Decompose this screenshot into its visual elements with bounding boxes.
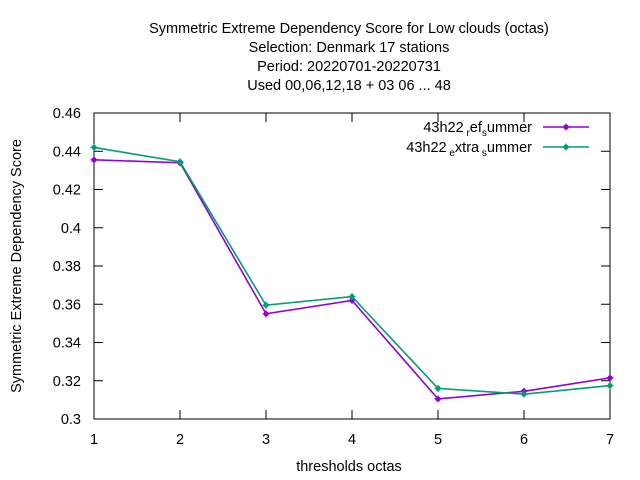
data-point <box>90 156 98 164</box>
y-axis-label: Symmetric Extreme Dependency Score <box>9 139 25 393</box>
x-tick-label: 5 <box>434 432 442 448</box>
data-point <box>176 158 184 166</box>
series-group <box>90 143 614 403</box>
marker-dot <box>435 385 441 391</box>
marker-dot <box>563 124 569 130</box>
data-point <box>606 382 614 390</box>
marker-dot <box>563 144 569 150</box>
series-2 <box>90 143 614 398</box>
data-point <box>262 310 270 318</box>
marker-dot <box>607 382 613 389</box>
legend-label-part: 43h22 <box>423 120 463 136</box>
x-tick-label: 6 <box>520 432 528 448</box>
marker-dot <box>91 144 97 151</box>
x-tick-label: 1 <box>90 432 98 448</box>
chart-title: Symmetric Extreme Dependency Score for L… <box>149 21 549 94</box>
legend-marker <box>562 123 570 131</box>
marker-dot <box>177 159 183 165</box>
x-tick-label: 4 <box>348 432 356 448</box>
legend-label-sub: s <box>479 148 487 159</box>
marker-dot <box>607 375 613 381</box>
legend-label-part: ummer <box>487 120 532 136</box>
y-tick-label: 0.36 <box>53 297 81 313</box>
x-tick-label: 3 <box>262 432 270 448</box>
marker-dot <box>521 391 527 397</box>
series-line <box>93 146 611 395</box>
data-point <box>606 374 614 382</box>
legend-label-part: xtra <box>455 140 480 156</box>
legend-label-sub: s <box>482 128 487 139</box>
x-tick-label: 7 <box>606 432 614 448</box>
marker-dot <box>263 311 269 317</box>
x-axis-label: thresholds octas <box>296 459 402 475</box>
legend-entry-2: 43h22 extra summer <box>406 140 589 159</box>
title-line-2: Selection: Denmark 17 stations <box>249 40 450 56</box>
data-point <box>434 384 442 392</box>
data-point <box>90 143 98 151</box>
legend-label-sub: r <box>464 128 471 139</box>
marker-dot <box>91 157 97 163</box>
legend-entry-1: 43h22 refsummer <box>423 120 589 139</box>
legend-label-part: ummer <box>487 140 532 156</box>
y-tick-label: 0.32 <box>53 374 81 390</box>
legend-label-sub: e <box>447 148 456 159</box>
legend-label-part: 43h22 <box>406 140 446 156</box>
series-1 <box>90 156 614 403</box>
title-line-3: Period: 20220701-20220731 <box>257 59 441 75</box>
y-tick-label: 0.42 <box>53 183 81 199</box>
data-point <box>434 395 442 403</box>
legend-marker <box>562 143 570 151</box>
marker-dot <box>435 396 441 402</box>
data-point <box>348 293 356 301</box>
x-tick-label: 2 <box>176 432 184 448</box>
y-tick-label: 0.4 <box>61 221 81 237</box>
y-tick-label: 0.3 <box>61 412 81 428</box>
y-axis: 0.3 0.32 0.34 0.36 0.38 0.4 0.42 0.44 0.46 <box>53 106 610 428</box>
legend-label: 43h22 refsummer <box>423 120 532 139</box>
x-axis: 1 2 3 4 5 6 7 <box>90 113 614 448</box>
data-point <box>520 390 528 398</box>
title-line-1: Symmetric Extreme Dependency Score for L… <box>149 21 549 37</box>
legend-label-part: ef <box>470 120 483 136</box>
plot-frame <box>93 112 611 420</box>
data-point <box>262 301 270 309</box>
marker-dot <box>263 302 269 308</box>
y-tick-label: 0.46 <box>53 106 81 122</box>
title-line-4: Used 00,06,12,18 + 03 06 ... 48 <box>247 78 451 94</box>
y-tick-label: 0.44 <box>53 144 81 160</box>
legend-label: 43h22 extra summer <box>406 140 532 159</box>
y-tick-label: 0.38 <box>53 259 81 275</box>
y-tick-label: 0.34 <box>53 336 81 352</box>
marker-dot <box>349 294 355 300</box>
series-line <box>93 159 611 400</box>
